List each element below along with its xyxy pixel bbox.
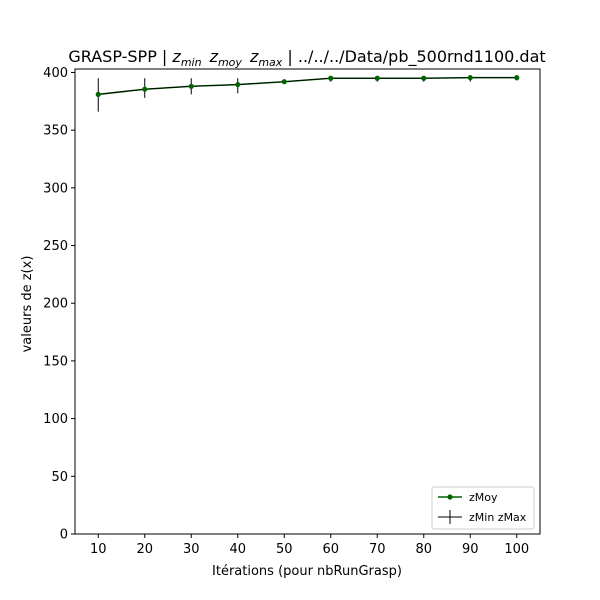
title-zmin: z xyxy=(171,47,181,66)
y-axis-label: valeurs de z(x) xyxy=(20,256,35,353)
y-tick-label: 350 xyxy=(43,124,68,139)
legend-zmoy-marker xyxy=(447,494,453,500)
errorbar-center-line xyxy=(98,77,517,95)
data-point-zmoy xyxy=(235,81,241,88)
data-point-zmoy xyxy=(95,91,101,97)
title-prefix: GRASP-SPP | xyxy=(68,47,172,66)
title-zmax-sub: max xyxy=(258,56,282,69)
title-zmin-sub: min xyxy=(181,56,202,69)
title-zmoy: z xyxy=(209,47,219,66)
y-tick-label: 100 xyxy=(43,412,68,427)
x-tick-label: 70 xyxy=(369,542,386,557)
x-tick-label: 50 xyxy=(276,542,293,557)
x-tick-label: 60 xyxy=(322,542,339,557)
data-point-zmoy xyxy=(374,75,380,81)
y-tick-label: 150 xyxy=(43,354,68,369)
data-point-zmoy xyxy=(328,75,334,81)
chart-title: GRASP-SPP | zmin zmoy zmax | ../../../Data… xyxy=(68,47,545,69)
y-tick-label: 250 xyxy=(43,239,68,254)
data-point-zmoy xyxy=(142,86,148,92)
title-suffix: | ../../../Data/pb_500rnd1100.dat xyxy=(282,47,545,67)
y-tick-label: 50 xyxy=(51,470,68,485)
plot-area xyxy=(95,75,520,112)
axes: 10 20 30 40 50 60 70 80 90 100 0 50 100 150 200 250 300 3… xyxy=(43,66,541,557)
data-point-zmoy xyxy=(514,75,520,81)
x-tick-label: 10 xyxy=(90,542,107,557)
x-axis-label: Itérations (pour nbRunGrasp) xyxy=(212,564,402,579)
x-tick-label: 20 xyxy=(136,542,153,557)
x-tick-label: 80 xyxy=(415,542,432,557)
x-tick-label: 90 xyxy=(462,542,479,557)
x-tick-label: 30 xyxy=(183,542,200,557)
axes-frame xyxy=(74,68,541,535)
title-zmax: z xyxy=(249,47,259,66)
data-point-zmoy xyxy=(421,75,427,81)
y-tick-label: 300 xyxy=(43,181,68,196)
y-tick-label: 0 xyxy=(60,528,68,543)
legend-zmoy-label: zMoy xyxy=(469,491,498,504)
x-tick-label: 100 xyxy=(504,542,529,557)
y-tick-label: 200 xyxy=(43,297,68,312)
title-zmoy-sub: moy xyxy=(218,56,242,69)
y-tick-label: 400 xyxy=(43,66,68,81)
x-tick-label: 40 xyxy=(229,542,246,557)
legend: zMoy zMin zMax xyxy=(431,486,535,530)
legend-errorbar-label: zMin zMax xyxy=(469,511,527,524)
data-point-zmoy xyxy=(467,75,473,81)
data-point-zmoy xyxy=(188,83,194,89)
data-point-zmoy xyxy=(281,79,287,85)
